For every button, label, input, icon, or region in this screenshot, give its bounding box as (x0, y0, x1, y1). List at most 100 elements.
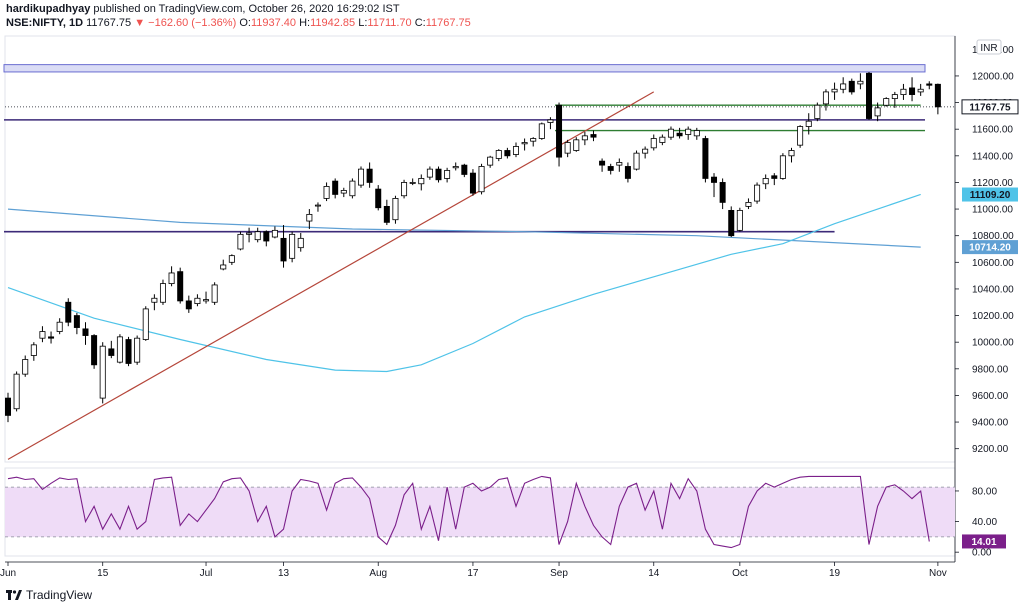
candle (642, 146, 649, 159)
candle (745, 198, 752, 210)
candle-body (521, 142, 528, 145)
candle (934, 83, 941, 115)
time-tick-label: Nov (929, 568, 947, 579)
candle (650, 134, 657, 151)
candle (280, 225, 287, 268)
candle-body (693, 130, 700, 137)
candle (590, 130, 597, 142)
candle-body (452, 166, 459, 169)
candle (108, 340, 115, 359)
candle (711, 173, 718, 198)
candle-body (556, 104, 563, 158)
candle-body (444, 170, 451, 179)
candle (547, 117, 554, 130)
candle-body (168, 272, 175, 285)
ma-long-line (7, 208, 921, 248)
candle-body (883, 98, 890, 106)
candle (685, 126, 692, 140)
candle (719, 178, 726, 210)
candle-body (392, 198, 399, 221)
candle-body (13, 373, 20, 410)
author-name[interactable]: hardikupadhyay (6, 3, 91, 15)
candle (857, 73, 864, 90)
price-tick-label: 11000.00 (972, 205, 1013, 216)
candle (754, 182, 761, 204)
candle (289, 231, 296, 263)
candle (125, 336, 132, 367)
last-price-text: 11767.75 (86, 17, 132, 29)
candle-body (426, 168, 433, 178)
last-price-badge: 11767.75 (961, 99, 1019, 115)
candle-body (616, 162, 623, 166)
price-tick-label: 10000.00 (972, 338, 1014, 349)
candle (349, 178, 356, 199)
candle (909, 77, 916, 102)
candle-body (82, 328, 89, 336)
price-tick-label: 11400.00 (972, 151, 1013, 162)
candle (495, 149, 502, 162)
candle-body (779, 155, 786, 179)
candle (874, 102, 881, 122)
candle-body (358, 168, 365, 186)
candle-body (39, 331, 46, 339)
candle-body (461, 164, 468, 175)
open-value: 11937.40 (250, 17, 297, 29)
time-tick-label: 17 (467, 568, 479, 579)
candle-body (409, 182, 416, 184)
candle-body (866, 72, 873, 119)
tradingview-logo-icon (6, 590, 22, 600)
candle-body (909, 87, 916, 95)
candle (762, 174, 769, 190)
price-tick-label: 10200.00 (972, 311, 1014, 322)
time-tick-label: Sep (550, 568, 568, 579)
rsi-band (5, 487, 955, 537)
tradingview-brand[interactable]: TradingView (26, 588, 93, 602)
time-tick-label: Aug (369, 568, 387, 579)
candle-body (332, 180, 339, 195)
candle (512, 142, 519, 158)
candle (831, 82, 838, 100)
candle (822, 89, 829, 111)
candle (271, 226, 278, 239)
candle-body (676, 132, 683, 137)
candle-body (711, 176, 718, 183)
candle-body (228, 255, 235, 263)
candle (5, 392, 11, 423)
candle-body (495, 150, 502, 159)
candle (142, 306, 149, 341)
candle-body (73, 315, 80, 328)
price-tick-label: 9200.00 (972, 444, 1009, 455)
resistance-band (3, 64, 926, 73)
candle (866, 71, 873, 120)
price-tick-label: 9400.00 (972, 418, 1009, 429)
price-pane (4, 35, 956, 463)
candle (211, 282, 218, 305)
last-price-badge-bg (961, 99, 1019, 115)
candle-body (814, 104, 821, 119)
time-tick-label: Jul (200, 568, 213, 579)
candle (771, 173, 778, 186)
candle (659, 134, 666, 146)
candle-body (306, 213, 313, 222)
candle-body (401, 182, 408, 197)
candle-body (435, 168, 442, 181)
candle-body (547, 119, 554, 123)
symbol-label: NSE:NIFTY, 1D (6, 17, 84, 29)
candle-body (383, 205, 390, 223)
candle (805, 113, 812, 135)
ma-long-badge-bg (962, 240, 1018, 255)
candle-body (194, 297, 201, 304)
candle-body (469, 172, 476, 194)
candle-body (719, 182, 726, 203)
rsi-badge-text: 14.01 (971, 537, 996, 548)
candle (624, 162, 631, 183)
candle (693, 127, 700, 140)
candle (573, 137, 580, 152)
ma-short-badge: 11109.20 (962, 187, 1018, 202)
candle (82, 322, 89, 345)
candle (194, 294, 201, 307)
rsi-badge-bg (962, 534, 1006, 549)
candle (409, 178, 416, 186)
candle-body (116, 336, 123, 363)
